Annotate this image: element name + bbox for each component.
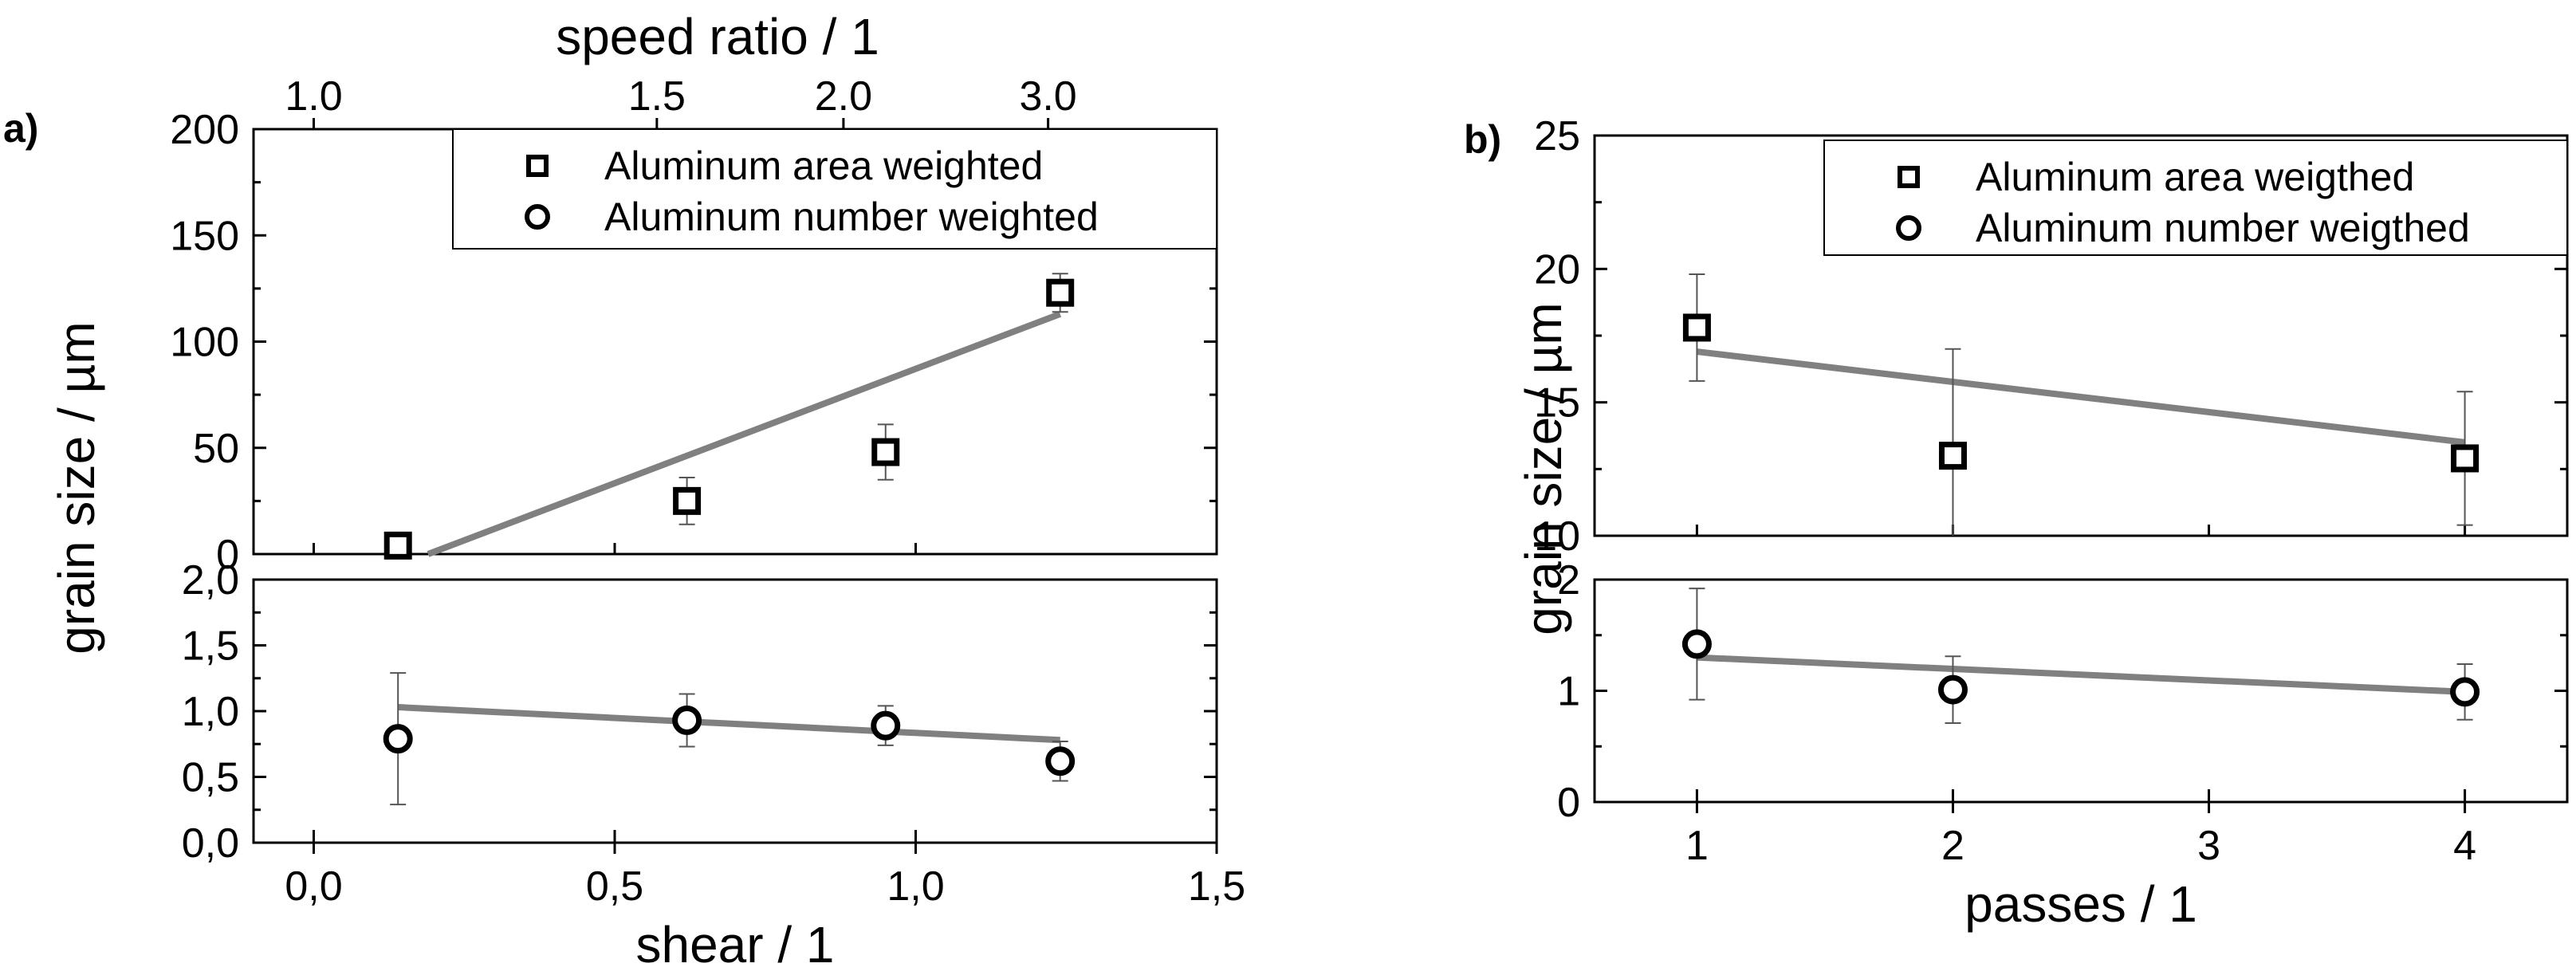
y-tick-label: 200 (170, 107, 239, 153)
y-tick-label: 100 (170, 320, 239, 366)
legend-box (452, 128, 1217, 250)
y-tick-label: 150 (170, 213, 239, 259)
y-tick-label: 2,0 (182, 557, 239, 604)
legend-entry: Aluminum area weighted (604, 144, 1043, 188)
data-point-square (1682, 313, 1711, 342)
data-point-square (383, 531, 412, 560)
x-tick-label: 0,5 (586, 863, 643, 910)
y-tick-label: 1,0 (182, 689, 239, 735)
x-tick-label: 1,5 (1188, 863, 1245, 910)
legend-marker-circle (1896, 215, 1921, 241)
y-tick-label: 0 (216, 532, 239, 578)
top-tick-label: 3.0 (1019, 73, 1076, 120)
panel-label-b: b) (1464, 117, 1501, 162)
y-tick-label: 15 (1534, 380, 1580, 427)
chart-b-top: 10 15 20 25 Aluminum area weigthed Aluminum n… (1534, 113, 2569, 560)
y-tick-label: 0,5 (182, 755, 239, 801)
fit-line (1697, 654, 2465, 695)
chart-a-bottom: 0,0 0,5 1,0 1,5 2,0 0,0 0,5 1,0 1,5 shear / 1 (182, 557, 1245, 973)
data-point-square (2451, 444, 2480, 473)
chart-a-top: 0 50 100 150 200 1.0 1.5 2.0 3.0 speed ratio / 1 A… (170, 8, 1218, 578)
y-tick-label: 25 (1534, 113, 1580, 159)
data-point-circle (871, 710, 901, 741)
y-tick-label: 0 (1557, 780, 1580, 826)
y-tick-label: 0,0 (182, 820, 239, 867)
data-point-circle (1045, 746, 1076, 777)
data-point-circle (1681, 629, 1712, 659)
y-axis-title-a: grain size / µm (48, 321, 105, 654)
x-tick-label: 0,0 (285, 863, 342, 910)
y-tick-label: 2 (1557, 557, 1580, 604)
y-tick-label: 10 (1534, 513, 1580, 560)
y-tick-label: 1 (1557, 669, 1580, 715)
x-axis-title: passes / 1 (1964, 875, 2197, 933)
top-axis-title: speed ratio / 1 (556, 8, 879, 65)
x-tick-label: 3 (2197, 823, 2220, 869)
chart-b-bottom: 0 1 2 1 2 3 4 passes / 1 (1557, 557, 2569, 933)
legend-marker-circle (525, 204, 550, 230)
legend-entry: Aluminum area weigthed (1976, 155, 2414, 199)
top-tick-label: 2.0 (815, 73, 872, 120)
data-point-circle (383, 724, 413, 754)
data-point-circle (1937, 674, 1968, 705)
x-tick-label: 2 (1941, 823, 1964, 869)
data-point-circle (2450, 677, 2480, 707)
y-tick-label: 50 (193, 426, 239, 472)
fit-line (427, 311, 1062, 557)
legend-box (1823, 140, 2568, 256)
data-point-square (1046, 278, 1075, 307)
top-tick-label: 1.5 (628, 73, 686, 120)
data-point-square (871, 438, 900, 466)
top-tick-label: 1.0 (285, 73, 342, 120)
legend-marker-square (1898, 166, 1920, 188)
data-point-square (673, 486, 702, 515)
data-point-square (1938, 442, 1967, 470)
x-tick-label: 1,0 (887, 863, 944, 910)
y-tick-label: 1,5 (182, 623, 239, 670)
panel-label-a: a) (3, 106, 38, 151)
x-axis-title: shear / 1 (635, 916, 834, 973)
x-tick-label: 4 (2453, 823, 2476, 869)
y-tick-label: 20 (1534, 246, 1580, 293)
legend-entry: Aluminum number weighted (604, 195, 1099, 239)
fit-line (398, 704, 1060, 744)
legend-entry: Aluminum number weigthed (1976, 206, 2470, 250)
x-tick-label: 1 (1685, 823, 1709, 869)
legend-marker-square (526, 155, 549, 177)
data-point-circle (672, 706, 702, 736)
y-axis-title-b: grain size / µm (1515, 302, 1572, 635)
fit-line (1696, 348, 2466, 446)
